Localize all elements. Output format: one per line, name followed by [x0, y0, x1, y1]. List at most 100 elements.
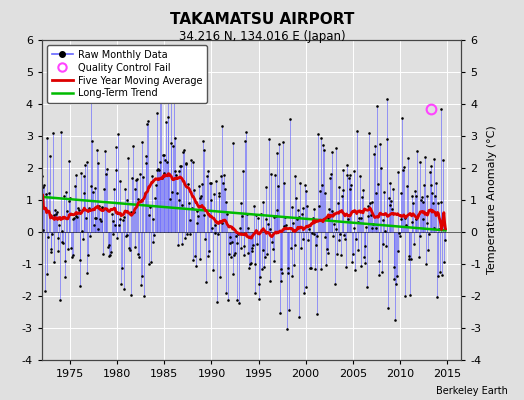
Point	[151, 195, 159, 202]
Point	[198, 181, 206, 188]
Point	[213, 299, 221, 305]
Point	[351, 267, 359, 273]
Point	[330, 220, 338, 227]
Point	[228, 271, 237, 277]
Point	[119, 214, 128, 221]
Point	[261, 216, 270, 222]
Point	[243, 211, 251, 217]
Point	[52, 209, 61, 215]
Point	[148, 238, 157, 245]
Point	[148, 173, 156, 179]
Point	[408, 192, 416, 199]
Point	[211, 230, 219, 236]
Point	[171, 168, 180, 174]
Point	[337, 252, 345, 258]
Point	[233, 297, 242, 303]
Point	[145, 261, 154, 267]
Point	[123, 197, 131, 204]
Point	[202, 279, 210, 286]
Point	[266, 226, 275, 232]
Point	[407, 256, 415, 262]
Point	[52, 211, 60, 217]
Point	[199, 138, 207, 144]
Point	[291, 173, 300, 180]
Point	[379, 241, 388, 247]
Point	[274, 183, 282, 189]
Point	[104, 244, 112, 250]
Point	[225, 251, 233, 257]
Point	[378, 269, 386, 275]
Point	[167, 140, 175, 146]
Point	[41, 190, 50, 197]
Point	[39, 227, 47, 233]
Point	[286, 116, 294, 122]
Point	[214, 190, 223, 197]
Point	[214, 231, 222, 237]
Point	[364, 203, 373, 210]
Point	[173, 242, 182, 248]
Point	[374, 181, 382, 187]
Point	[341, 236, 349, 242]
Point	[121, 186, 129, 192]
Point	[44, 234, 52, 240]
Point	[82, 270, 91, 276]
Point	[419, 198, 427, 205]
Point	[410, 241, 418, 248]
Point	[217, 220, 226, 226]
Point	[45, 190, 53, 196]
Point	[245, 265, 254, 271]
Point	[255, 296, 264, 303]
Point	[133, 176, 141, 182]
Point	[353, 128, 361, 134]
Point	[250, 261, 259, 267]
Point	[365, 130, 374, 136]
Point	[61, 273, 70, 280]
Point	[429, 199, 437, 206]
Point	[130, 186, 139, 192]
Point	[37, 192, 46, 198]
Point	[138, 272, 147, 279]
Point	[195, 183, 203, 190]
Point	[402, 222, 410, 228]
Point	[383, 96, 391, 102]
Point	[247, 260, 255, 266]
Point	[69, 252, 78, 258]
Point	[270, 213, 278, 220]
Point	[271, 171, 279, 178]
Point	[68, 216, 77, 222]
Point	[179, 149, 188, 156]
Point	[344, 215, 352, 222]
Point	[416, 159, 424, 165]
Point	[100, 186, 108, 192]
Point	[323, 246, 331, 253]
Point	[392, 281, 400, 287]
Point	[254, 280, 263, 287]
Point	[136, 171, 144, 177]
Point	[260, 264, 268, 271]
Point	[169, 142, 177, 149]
Point	[105, 253, 114, 259]
Point	[290, 262, 298, 268]
Point	[115, 216, 124, 222]
Point	[430, 225, 439, 232]
Point	[164, 114, 172, 120]
Point	[50, 212, 59, 218]
Point	[39, 184, 48, 191]
Point	[156, 88, 165, 94]
Point	[193, 220, 202, 226]
Point	[348, 259, 356, 266]
Point	[440, 259, 448, 266]
Point	[176, 162, 184, 169]
Point	[352, 236, 360, 242]
Point	[386, 180, 395, 186]
Point	[86, 183, 95, 190]
Point	[189, 256, 197, 263]
Point	[104, 242, 113, 248]
Point	[417, 197, 425, 203]
Point	[140, 292, 148, 299]
Point	[92, 215, 100, 221]
Point	[398, 115, 407, 121]
Point	[281, 214, 289, 220]
Point	[414, 212, 422, 218]
Point	[116, 178, 125, 184]
